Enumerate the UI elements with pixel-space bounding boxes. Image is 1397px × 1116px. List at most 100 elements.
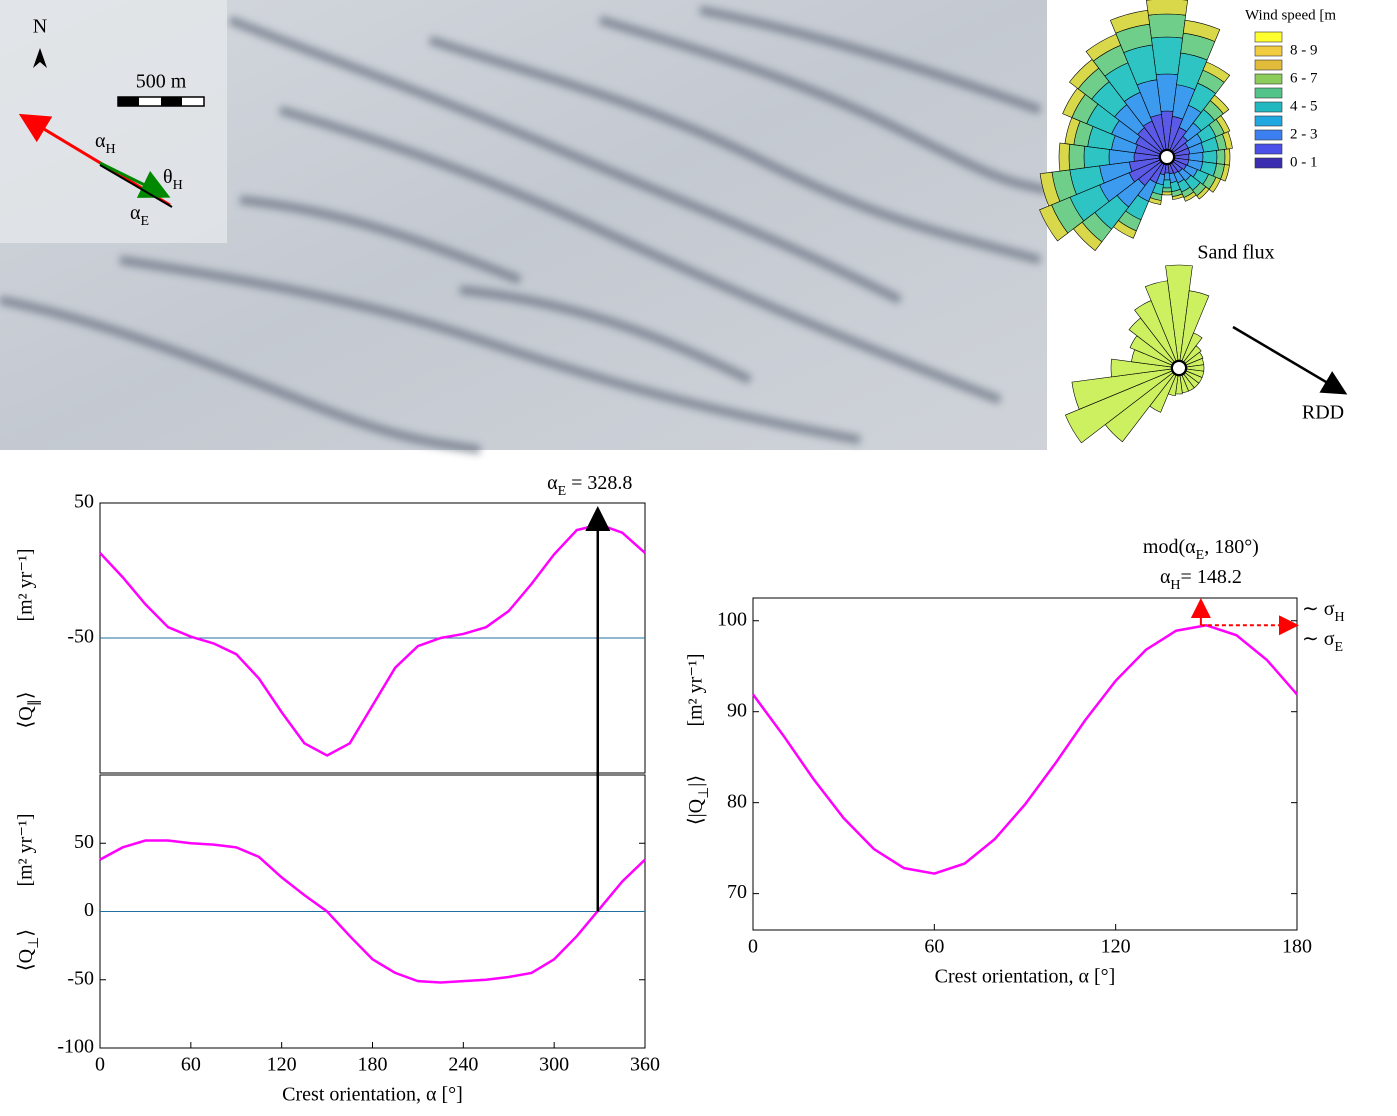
- y-axis-label-sub: ⊥: [27, 937, 42, 949]
- legend-swatch: [1254, 101, 1283, 113]
- x-tick-label: 0: [95, 1054, 105, 1076]
- y-axis-label-sub: ⊥: [697, 787, 712, 799]
- alpha-h-label: αH: [95, 130, 116, 157]
- rose-petal: [1161, 191, 1173, 196]
- y-axis-label-pre: ⟨|Q: [685, 798, 707, 825]
- y-tick-label: 80: [727, 790, 747, 812]
- rose-petal: [1222, 131, 1233, 150]
- alpha-e-label-sub: E: [140, 214, 149, 229]
- x-tick-label: 180: [358, 1054, 388, 1076]
- y-axis-unit: [m² yr⁻¹]: [685, 653, 707, 726]
- rose-petal: [1058, 142, 1071, 172]
- data-line: [99, 839, 646, 984]
- alpha-e-label-pre: α: [130, 202, 141, 224]
- x-tick-label: 240: [448, 1054, 478, 1076]
- mod-annotation-post: , 180°): [1204, 536, 1259, 558]
- mod-annotation-pre: mod(α: [1143, 536, 1196, 558]
- alpha-h-label-pre: α: [95, 130, 106, 152]
- rose-petal: [1146, 0, 1188, 16]
- x-axis-label: Crest orientation, α [°]: [935, 966, 1116, 988]
- y-tick-label: -50: [67, 967, 94, 989]
- x-tick-label: 180: [1282, 936, 1312, 958]
- alpha-e-annotation: αE = 328.8: [547, 472, 632, 499]
- rose-petal: [1202, 61, 1231, 83]
- alpha-e-annotation-post: = 328.8: [566, 472, 632, 494]
- y-tick-label: 50: [74, 491, 94, 513]
- y-axis-label-post: ⟩: [15, 929, 37, 937]
- scale-label: 500 m: [136, 71, 187, 93]
- legend-swatch: [1254, 31, 1283, 43]
- sigma-e-label-pre: ∼ σ: [1302, 628, 1335, 650]
- legend-swatch: [1254, 143, 1283, 155]
- x-tick-label: 60: [181, 1054, 201, 1076]
- legend-label: 2 - 3: [1290, 126, 1318, 142]
- rose-petal: [1109, 9, 1150, 34]
- legend-label: 8 - 9: [1290, 42, 1318, 58]
- y-tick-label: -100: [57, 1036, 94, 1058]
- legend-swatch: [1254, 45, 1283, 57]
- y-axis-label-post: |⟩: [685, 775, 707, 787]
- x-axis-label: Crest orientation, α [°]: [282, 1084, 463, 1106]
- legend-swatch: [1254, 157, 1283, 169]
- y-tick-label: 100: [717, 608, 747, 630]
- rose-petal: [1209, 94, 1230, 115]
- sigma-e-label: ∼ σE: [1302, 628, 1343, 655]
- y-tick-label: 90: [727, 699, 747, 721]
- alpha-e-annotation-pre: α: [547, 472, 558, 494]
- rose-petal: [1202, 150, 1218, 164]
- rose-petal: [1162, 179, 1172, 189]
- rose-center: [1159, 149, 1175, 165]
- x-tick-label: 300: [539, 1054, 569, 1076]
- rdd-arrow: [1232, 325, 1348, 395]
- theta-h-label-pre: θ: [163, 166, 173, 188]
- y-tick-label: -50: [67, 626, 94, 648]
- rose-title: Sand flux: [1197, 242, 1274, 264]
- y-tick-label: 0: [84, 899, 94, 921]
- alpha-h-annotation-sub: H: [1170, 578, 1180, 593]
- y-tick-label: 70: [727, 881, 747, 903]
- y-axis-unit: [m² yr⁻¹]: [15, 548, 37, 621]
- x-tick-label: 120: [1101, 936, 1131, 958]
- data-line: [751, 624, 1298, 875]
- rose-petal: [1220, 164, 1230, 182]
- rose-petal: [1068, 143, 1086, 171]
- rose-petal: [1183, 191, 1197, 202]
- legend-label: 6 - 7: [1290, 70, 1318, 86]
- legend-label: 4 - 5: [1290, 98, 1318, 114]
- mod-annotation-sub: E: [1196, 548, 1205, 563]
- mod-annotation: mod(αE, 180°): [1143, 536, 1259, 563]
- y-tick-label: 50: [74, 831, 94, 853]
- y-axis-label-pre: ⟨Q: [15, 706, 37, 729]
- rose-petal: [1215, 115, 1231, 134]
- x-tick-label: 0: [748, 936, 758, 958]
- rose-petal: [1039, 204, 1069, 242]
- data-line: [99, 523, 646, 757]
- alpha-h-label-sub: H: [105, 142, 115, 157]
- alpha-h-annotation-post: = 148.2: [1181, 566, 1242, 588]
- rose-center: [1171, 360, 1187, 376]
- rose-petal: [1171, 193, 1184, 200]
- rose-petal: [1147, 13, 1187, 39]
- legend-swatch: [1254, 73, 1283, 85]
- legend-label: 0 - 1: [1290, 154, 1318, 170]
- legend-swatch: [1254, 115, 1283, 127]
- rose-petal: [1162, 187, 1172, 193]
- x-tick-label: 60: [924, 936, 944, 958]
- north-label: N: [33, 16, 47, 38]
- rose-petal: [1196, 186, 1210, 200]
- theta-h-label: θH: [163, 166, 183, 193]
- x-tick-label: 360: [630, 1054, 660, 1076]
- y-axis-label: ⟨Q⊥⟩: [15, 929, 42, 971]
- sigma-h-label-sub: H: [1335, 610, 1345, 625]
- alpha-h-annotation: αH= 148.2: [1160, 566, 1242, 593]
- rdd-label: RDD: [1302, 402, 1344, 424]
- sigma-h-label-pre: ∼ σ: [1302, 598, 1335, 620]
- legend-title: Wind speed [m: [1245, 7, 1336, 23]
- legend-swatch: [1254, 129, 1283, 141]
- plot-frame: [752, 597, 1298, 931]
- rose-petal: [1224, 148, 1231, 166]
- y-axis-label-post: ⟩: [15, 691, 37, 699]
- sigma-e-label-sub: E: [1335, 640, 1344, 655]
- rose-petal: [1151, 36, 1183, 76]
